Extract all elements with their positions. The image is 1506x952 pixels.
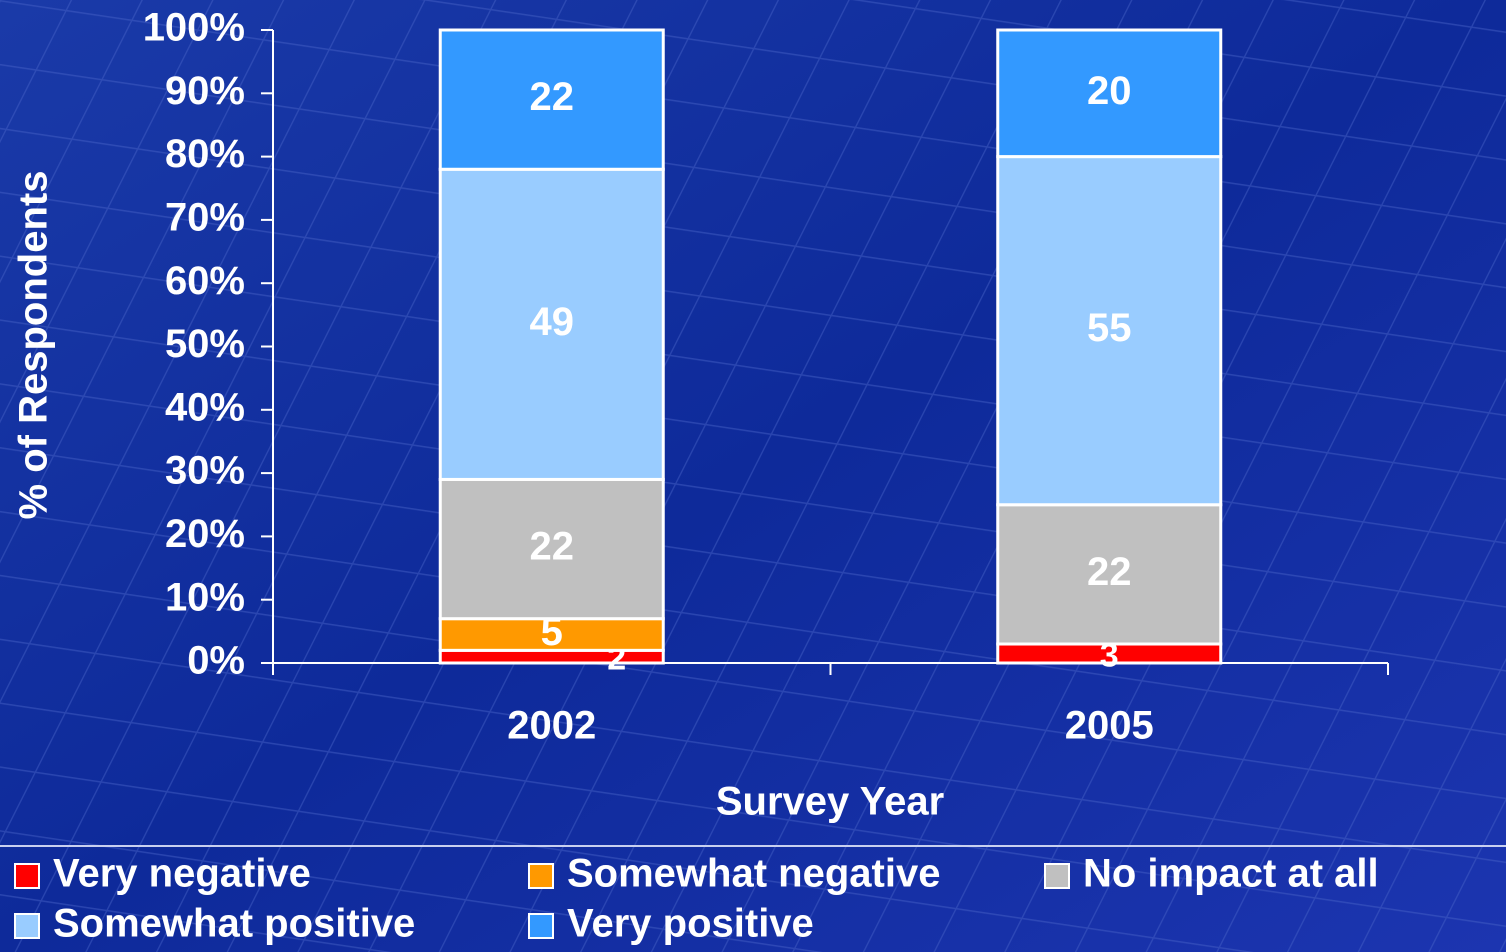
bar-segment (438, 167, 665, 481)
legend-label: Somewhat positive (53, 902, 415, 946)
data-label: 49 (530, 300, 575, 344)
x-axis-title: Survey Year (716, 780, 944, 824)
data-label: 22 (1087, 550, 1132, 594)
y-tick-label: 90% (165, 69, 245, 113)
y-tick-label: 10% (165, 575, 245, 619)
bar-segment (438, 477, 665, 621)
y-tick-label: 100% (143, 6, 245, 50)
legend-label: Very positive (567, 902, 814, 946)
bar-segment (438, 617, 665, 652)
y-tick-label: 70% (165, 195, 245, 239)
data-label: 22 (530, 525, 575, 569)
y-tick-label: 20% (165, 512, 245, 556)
x-tick-label: 2002 (507, 704, 596, 748)
legend-label: Somewhat negative (567, 852, 940, 896)
legend-swatch (14, 863, 40, 889)
data-label: 55 (1087, 306, 1132, 350)
data-label: 22 (530, 75, 575, 119)
y-tick-label: 60% (165, 259, 245, 303)
data-label: 5 (541, 610, 563, 654)
legend-swatch (528, 863, 554, 889)
data-label: 20 (1087, 69, 1132, 113)
legend-swatch (528, 913, 554, 939)
legend-label: Very negative (53, 852, 311, 896)
y-axis-title: % of Respondents (12, 171, 56, 520)
x-tick-label: 2005 (1065, 704, 1154, 748)
data-label: 3 (1100, 636, 1119, 674)
y-tick-label: 50% (165, 322, 245, 366)
bar-segment (996, 155, 1223, 507)
y-tick-label: 0% (187, 639, 245, 683)
y-tick-label: 30% (165, 449, 245, 493)
legend-label: No impact at all (1083, 852, 1379, 896)
legend-swatch (1044, 863, 1070, 889)
y-tick-label: 80% (165, 132, 245, 176)
legend-swatch (14, 913, 40, 939)
y-tick-label: 40% (165, 385, 245, 429)
bar-segment (996, 28, 1223, 159)
bar-segment (438, 28, 665, 171)
bar-segment (996, 503, 1223, 646)
